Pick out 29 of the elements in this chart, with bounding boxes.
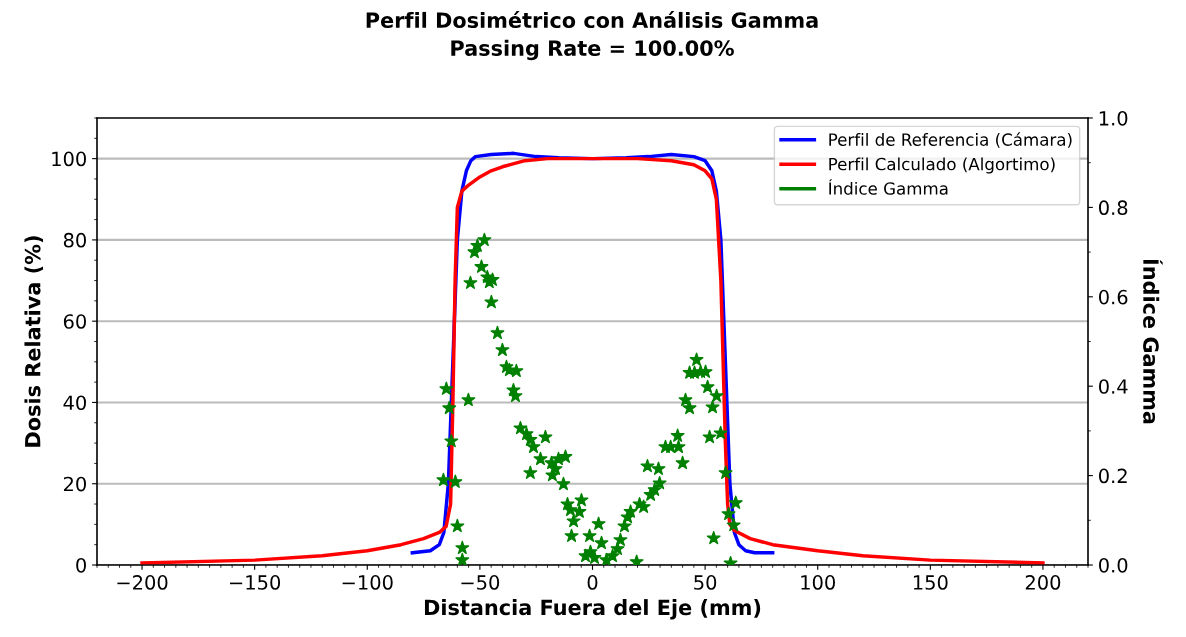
y2-tick-label: 0.6 <box>1099 289 1128 305</box>
x-axis-title: Distancia Fuera del Eje (mm) <box>424 599 761 620</box>
x-tick-label: 50 <box>694 575 717 590</box>
y2-tick-label: 0.4 <box>1099 379 1128 394</box>
legend-label: Índice Gamma <box>829 179 948 195</box>
legend-label: Perfil de Referencia (Cámara) <box>829 132 1072 148</box>
y-tick-label: 40 <box>63 395 86 411</box>
chart-title: Perfil Dosimétrico con Análisis Gamma <box>366 11 818 29</box>
x-tick-label: 200 <box>1025 575 1061 590</box>
x-tick-label: −50 <box>461 575 500 590</box>
x-tick-label: 100 <box>801 575 835 590</box>
x-tick-label: 0 <box>587 575 598 590</box>
y2-tick-label: 0.8 <box>1099 200 1128 216</box>
y2-axis-title: Índice Gamma <box>1143 259 1163 424</box>
y2-tick-label: 1.0 <box>1099 110 1128 126</box>
y-tick-label: 100 <box>52 151 86 167</box>
legend-label: Perfil Calculado (Algortimo) <box>829 157 1055 174</box>
y-axis-title: Dosis Relativa (%) <box>24 236 44 447</box>
y2-tick-label: 0.0 <box>1099 557 1128 573</box>
chart-subtitle: Passing Rate = 100.00% <box>451 39 734 61</box>
y-tick-label: 20 <box>63 476 86 492</box>
x-tick-label: 150 <box>913 575 948 590</box>
y-tick-label: 60 <box>63 314 86 329</box>
x-tick-label: −100 <box>342 575 393 590</box>
x-tick-label: −150 <box>230 575 281 590</box>
y-tick-label: 80 <box>63 232 86 248</box>
y2-tick-label: 0.2 <box>1099 468 1127 484</box>
x-tick-label: −200 <box>117 575 168 590</box>
y-tick-label: 0 <box>76 557 86 573</box>
